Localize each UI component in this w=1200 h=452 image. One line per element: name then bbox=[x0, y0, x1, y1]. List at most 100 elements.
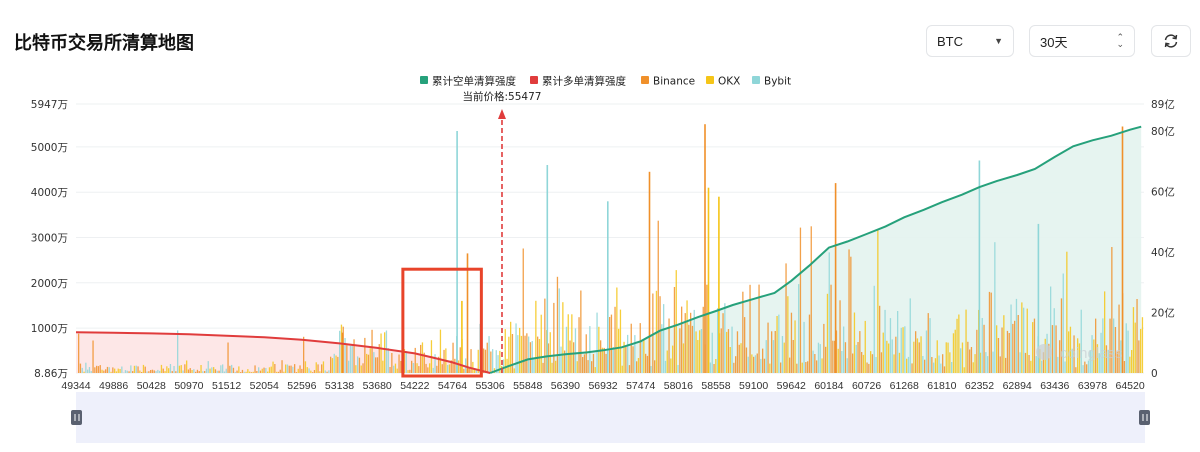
bar-bybit bbox=[385, 330, 388, 373]
x-tick-label: 64520 bbox=[1116, 380, 1145, 392]
bar-binance bbox=[398, 354, 400, 373]
bar-bybit bbox=[1035, 356, 1037, 373]
bar-binance bbox=[290, 365, 292, 373]
bar-bybit bbox=[641, 341, 643, 373]
x-tick-label: 56390 bbox=[551, 380, 580, 392]
refresh-button[interactable] bbox=[1151, 25, 1191, 57]
bar-okx bbox=[936, 340, 938, 373]
bar-okx bbox=[1003, 315, 1005, 373]
period-select[interactable]: 30天 ⌃ ⌄ bbox=[1029, 25, 1135, 57]
range-handle-left[interactable] bbox=[71, 410, 82, 425]
bar-binance bbox=[879, 305, 881, 373]
bar-binance bbox=[564, 350, 566, 373]
bar-okx bbox=[643, 339, 645, 373]
bar-binance bbox=[810, 226, 812, 373]
legend-label-4: Bybit bbox=[764, 76, 791, 88]
bar-bybit bbox=[907, 356, 910, 373]
bar-bybit bbox=[1057, 356, 1059, 373]
x-tick-label: 59100 bbox=[739, 380, 768, 392]
x-tick-label: 50970 bbox=[174, 380, 203, 392]
bar-binance bbox=[799, 227, 802, 373]
legend-label-3: OKX bbox=[718, 76, 740, 88]
bar-okx bbox=[769, 363, 771, 373]
coin-select[interactable]: BTC ▼ bbox=[926, 25, 1014, 57]
bar-okx bbox=[142, 364, 145, 373]
caret-down-icon: ▼ bbox=[994, 36, 1003, 46]
bar-okx bbox=[209, 368, 211, 373]
bar-bybit bbox=[515, 323, 517, 373]
bar-binance bbox=[742, 291, 744, 373]
bar-binance bbox=[299, 365, 301, 373]
x-tick-label: 63978 bbox=[1078, 380, 1107, 392]
bar-bybit bbox=[1023, 307, 1025, 373]
bar-binance bbox=[796, 363, 798, 373]
bar-okx bbox=[567, 314, 569, 373]
bar-binance bbox=[785, 263, 787, 373]
bar-binance bbox=[301, 368, 303, 373]
x-tick-label: 60184 bbox=[814, 380, 843, 392]
bar-bybit bbox=[677, 365, 679, 373]
bar-bybit bbox=[765, 340, 767, 373]
bar-binance bbox=[792, 340, 794, 373]
bar-binance bbox=[317, 364, 319, 373]
bar-okx bbox=[160, 364, 163, 373]
bar-peak-bybit bbox=[607, 201, 609, 373]
bar-binance bbox=[150, 370, 152, 373]
bar-bybit bbox=[841, 351, 843, 373]
bar-okx bbox=[862, 354, 865, 373]
bar-binance bbox=[522, 248, 524, 373]
bar-bybit bbox=[447, 365, 449, 373]
bar-binance bbox=[204, 371, 206, 373]
y-left-tick-label: 8.86万 bbox=[34, 368, 68, 380]
bar-binance bbox=[483, 348, 485, 373]
bar-binance bbox=[1051, 325, 1054, 373]
coin-select-value: BTC bbox=[937, 33, 963, 49]
bar-bybit bbox=[157, 369, 159, 373]
x-tick-label: 56932 bbox=[588, 380, 617, 392]
bar-binance bbox=[636, 361, 638, 373]
bar-binance bbox=[585, 334, 587, 373]
bar-binance bbox=[871, 354, 874, 373]
bar-okx bbox=[954, 329, 956, 373]
bar-binance bbox=[859, 331, 861, 373]
bar-binance bbox=[376, 357, 379, 373]
bar-okx bbox=[519, 327, 521, 373]
bar-bybit bbox=[798, 284, 800, 373]
bar-binance bbox=[259, 370, 262, 373]
bar-binance bbox=[844, 342, 847, 373]
bar-bybit bbox=[560, 346, 562, 373]
bar-bybit bbox=[897, 311, 899, 373]
bar-okx bbox=[972, 362, 974, 373]
bar-binance bbox=[610, 314, 613, 373]
bar-binance bbox=[744, 317, 746, 373]
bar-okx bbox=[261, 368, 263, 373]
bar-okx bbox=[416, 363, 418, 373]
bar-binance bbox=[652, 293, 654, 373]
bar-bybit bbox=[349, 345, 352, 373]
legend-swatch-1 bbox=[530, 76, 538, 84]
bar-binance bbox=[722, 313, 724, 373]
bar-okx bbox=[551, 362, 553, 373]
bar-bybit bbox=[292, 366, 294, 373]
bar-okx bbox=[621, 365, 623, 373]
bar-binance bbox=[1084, 361, 1086, 373]
x-tick-label: 63436 bbox=[1040, 380, 1069, 392]
bar-binance bbox=[337, 356, 339, 373]
bar-okx bbox=[1096, 344, 1099, 373]
x-tick-label: 62352 bbox=[965, 380, 994, 392]
bar-binance bbox=[1105, 345, 1108, 373]
bar-bybit bbox=[664, 360, 667, 373]
bar-binance bbox=[645, 353, 647, 373]
y-right-tick-label: 40亿 bbox=[1151, 246, 1175, 259]
bar-binance bbox=[463, 368, 465, 373]
bar-bybit bbox=[333, 353, 335, 373]
bar-bybit bbox=[772, 340, 775, 373]
range-handle-right[interactable] bbox=[1139, 410, 1150, 425]
bar-binance bbox=[600, 340, 602, 373]
bar-bybit bbox=[182, 370, 184, 373]
bar-binance bbox=[277, 371, 280, 373]
bar-bybit bbox=[177, 330, 179, 373]
bar-binance bbox=[418, 366, 420, 373]
bar-binance bbox=[294, 364, 296, 373]
bar-okx bbox=[945, 342, 947, 373]
